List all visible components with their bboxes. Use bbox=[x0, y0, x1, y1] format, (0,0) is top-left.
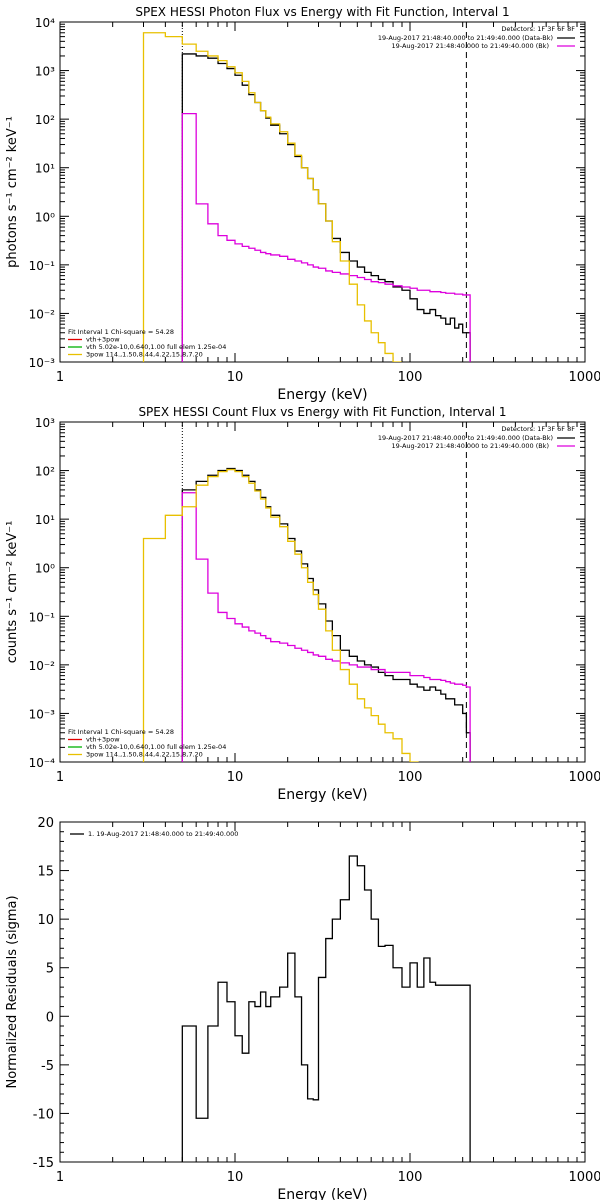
x-tick-label: 1000 bbox=[568, 370, 600, 385]
x-tick-label: 10 bbox=[227, 1170, 244, 1185]
series-line-2 bbox=[181, 112, 471, 362]
axes-frame bbox=[59, 421, 586, 763]
fit-info-entry: vth 5.02e-10,0.640,1.00 full elem 1.25e-… bbox=[86, 743, 226, 751]
fit-info: Fit Interval 1 Chi-square = 54.28vth+3po… bbox=[68, 728, 226, 759]
y-tick-label: 10⁰ bbox=[35, 210, 55, 224]
y-tick-label: 15 bbox=[37, 865, 54, 880]
series-line-3 bbox=[142, 468, 419, 762]
series-group bbox=[142, 467, 471, 762]
y-tick-label: 10² bbox=[35, 465, 55, 479]
y-tick-label: 20 bbox=[37, 816, 54, 831]
series-line-2 bbox=[181, 492, 471, 762]
y-axis-label: Normalized Residuals (sigma) bbox=[5, 895, 20, 1088]
y-tick-label: -5 bbox=[41, 1059, 54, 1074]
x-tick-label: 1 bbox=[56, 1170, 64, 1185]
y-tick-label: 10⁻⁴ bbox=[29, 756, 56, 770]
y-tick-label: 10² bbox=[35, 113, 55, 127]
y-axis-label: counts s⁻¹ cm⁻² keV⁻¹ bbox=[5, 521, 20, 664]
fit-info-entry: vth 5.02e-10,0.640,1.00 full elem 1.25e-… bbox=[86, 343, 226, 351]
fit-info-header: Fit Interval 1 Chi-square = 54.28 bbox=[68, 728, 174, 736]
y-axis-label: photons s⁻¹ cm⁻² keV⁻¹ bbox=[5, 116, 20, 268]
y-tick-label: 10⁻¹ bbox=[29, 610, 56, 624]
x-tick-label: 100 bbox=[398, 1170, 423, 1185]
legend-entry: 19-Aug-2017 21:48:40.000 to 21:49:40.000… bbox=[378, 34, 553, 42]
legend-header: Detectors: 1F 3F 6F 8F bbox=[501, 25, 575, 33]
legend-entry: 19-Aug-2017 21:48:40.000 to 21:49:40.000… bbox=[392, 42, 549, 50]
y-tick-label: 0 bbox=[46, 1010, 54, 1025]
y-tick-label: 10⁻³ bbox=[29, 707, 56, 721]
y-tick-label: 10¹ bbox=[35, 513, 55, 527]
x-tick-label: 100 bbox=[398, 770, 423, 785]
y-tick-label: 10⁻² bbox=[29, 659, 56, 673]
series-group bbox=[142, 32, 471, 362]
legend-header: Detectors: 1F 3F 6F 8F bbox=[501, 425, 575, 433]
y-tick-label: -10 bbox=[33, 1107, 54, 1122]
legend-entry: 19-Aug-2017 21:48:40.000 to 21:49:40.000… bbox=[378, 434, 553, 442]
y-tick-label: 5 bbox=[46, 962, 54, 977]
y-tick-label: -15 bbox=[33, 1156, 54, 1171]
y-tick-label: 10⁻³ bbox=[29, 356, 56, 370]
legend: 1. 19-Aug-2017 21:48:40.000 to 21:49:40.… bbox=[70, 830, 238, 838]
x-tick-label: 10 bbox=[227, 370, 244, 385]
panel-3: 1 10 100 1000 -15 -10 -5 0 5 10 15 20 Energy (keV) No… bbox=[5, 816, 600, 1203]
x-tick-label: 100 bbox=[398, 370, 423, 385]
fit-info-header: Fit Interval 1 Chi-square = 54.28 bbox=[68, 328, 174, 336]
x-tick-label: 1 bbox=[56, 770, 64, 785]
fit-info-entry: vth+3pow bbox=[86, 336, 120, 344]
series-line-1 bbox=[181, 855, 471, 1162]
y-tick-label: 10⁰ bbox=[35, 562, 55, 576]
x-tick-label: 1000 bbox=[568, 1170, 600, 1185]
series-group bbox=[181, 855, 471, 1162]
fit-info-entry: vth+3pow bbox=[86, 736, 120, 744]
y-tick-label: 10³ bbox=[35, 416, 55, 430]
chart-title: SPEX HESSI Photon Flux vs Energy with Fi… bbox=[135, 5, 509, 19]
panel-1: 1 10 100 1000 10⁻³ 10⁻² 10⁻¹ 10⁰ 10¹ 10² 10³ 10⁴ SPE… bbox=[5, 5, 600, 403]
x-axis-label: Energy (keV) bbox=[277, 387, 367, 403]
x-tick-label: 1 bbox=[56, 370, 64, 385]
panel-2: 1 10 100 1000 10⁻⁴ 10⁻³ 10⁻² 10⁻¹ 10⁰ 10¹ 10² 10³ SP… bbox=[5, 405, 600, 803]
x-tick-label: 1000 bbox=[568, 770, 600, 785]
fit-info-entry: 3pow 114.,1.50,8.44,4.22,15.8,7.20 bbox=[86, 351, 203, 359]
x-axis-label: Energy (keV) bbox=[277, 1187, 367, 1200]
y-tick-label: 10 bbox=[37, 913, 54, 928]
legend-entry: 19-Aug-2017 21:48:40.000 to 21:49:40.000… bbox=[392, 442, 549, 450]
x-axis-label: Energy (keV) bbox=[277, 787, 367, 803]
chart-title: SPEX HESSI Count Flux vs Energy with Fit… bbox=[138, 405, 506, 419]
fit-info: Fit Interval 1 Chi-square = 54.28vth+3po… bbox=[68, 328, 226, 359]
series-line-3 bbox=[142, 32, 402, 362]
y-tick-label: 10³ bbox=[35, 65, 55, 79]
axes-frame bbox=[59, 21, 586, 363]
legend-entry: 1. 19-Aug-2017 21:48:40.000 to 21:49:40.… bbox=[88, 830, 238, 838]
x-tick-label: 10 bbox=[227, 770, 244, 785]
y-tick-label: 10⁴ bbox=[35, 16, 55, 30]
fit-info-entry: 3pow 114.,1.50,8.44,4.22,15.8,7.20 bbox=[86, 751, 203, 759]
axes-frame bbox=[59, 821, 586, 1163]
y-tick-label: 10⁻¹ bbox=[29, 259, 56, 273]
y-tick-label: 10¹ bbox=[35, 162, 55, 176]
y-tick-label: 10⁻² bbox=[29, 307, 56, 321]
